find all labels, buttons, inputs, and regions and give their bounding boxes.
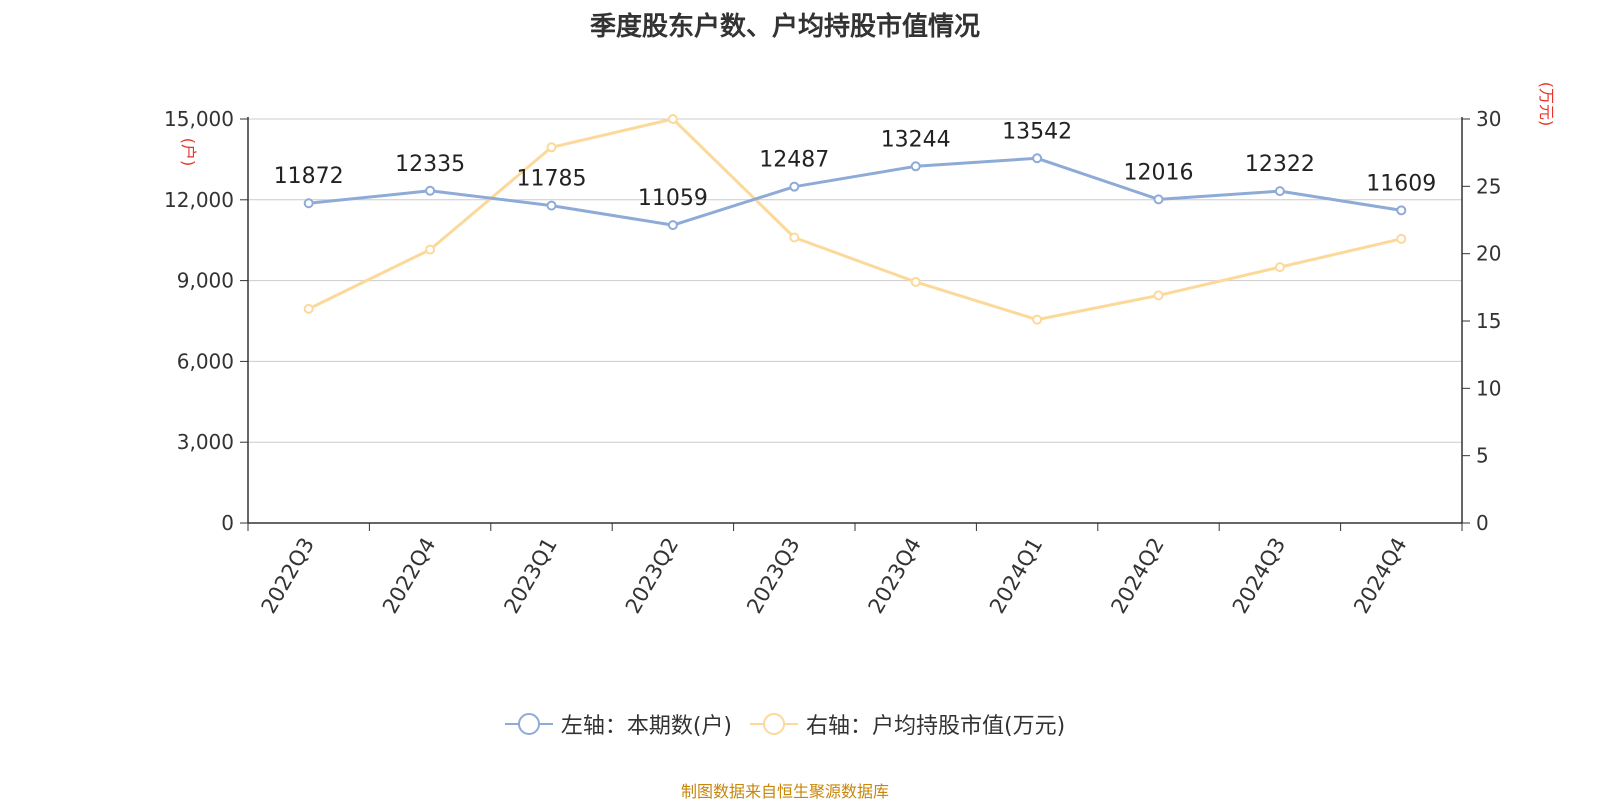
- x-axis-ticks: 2022Q3 2022Q4 2023Q1 2023Q2 2023Q3 2023Q4 2024…: [247, 523, 1463, 618]
- left-axis-ticks: 0 3,000 6,000 9,000 12,000 15,000: [164, 107, 248, 535]
- right-series-point: [1396, 233, 1407, 244]
- source-note: 制图数据来自恒生聚源数据库: [680, 782, 889, 801]
- x-tick-label: 2023Q2: [621, 534, 683, 618]
- left-tick-label: 15,000: [164, 107, 234, 131]
- right-series-point: [667, 114, 678, 124]
- right-tick-label: 0: [1476, 511, 1489, 535]
- right-tick-label: 20: [1476, 242, 1501, 266]
- legend-item-right[interactable]: 右轴：户均持股市值(万元): [750, 708, 1065, 740]
- legend-left-label: 左轴：本期数(户): [560, 714, 732, 739]
- left-series-point: [1274, 186, 1285, 197]
- left-series-point: [1032, 153, 1043, 164]
- legend: 左轴：本期数(户) 右轴：户均持股市值(万元): [0, 708, 1570, 740]
- right-axis-unit: (万元): [1537, 82, 1556, 127]
- right-series-point: [1274, 262, 1285, 273]
- data-label: 12335: [395, 152, 465, 177]
- data-label: 11609: [1366, 171, 1436, 196]
- right-series-line: [308, 117, 1402, 322]
- left-axis-unit: (户): [179, 138, 198, 167]
- x-tick-label: 2024Q2: [1106, 534, 1168, 618]
- legend-item-left[interactable]: 左轴：本期数(户): [504, 708, 732, 740]
- right-tick-label: 5: [1476, 444, 1489, 468]
- right-tick-label: 15: [1476, 309, 1501, 333]
- right-axis-ticks: 0 5 10 15 20 25 30: [1462, 107, 1501, 535]
- data-label: 13244: [881, 127, 951, 152]
- left-tick-label: 9,000: [177, 269, 234, 293]
- data-label: 11059: [638, 186, 708, 211]
- chart-title: 季度股东户数、户均持股市值情况: [589, 12, 980, 42]
- data-label: 12016: [1124, 160, 1194, 185]
- data-points: [303, 114, 1407, 325]
- right-series-point: [1032, 314, 1043, 325]
- right-tick-label: 10: [1476, 376, 1501, 400]
- left-series-point: [789, 181, 800, 192]
- data-labels: 11872 12335 11785 11059 12487 13244 13542 12016…: [274, 119, 1437, 211]
- x-tick-label: 2023Q4: [864, 534, 926, 618]
- data-label: 12322: [1245, 152, 1315, 177]
- right-series-point: [1153, 290, 1164, 301]
- right-series-point: [425, 244, 436, 255]
- legend-right-label: 右轴：户均持股市值(万元): [806, 714, 1066, 739]
- left-series-point: [667, 220, 678, 231]
- x-tick-label: 2023Q1: [499, 534, 561, 618]
- left-tick-label: 6,000: [177, 349, 234, 373]
- right-series-point: [910, 276, 921, 287]
- data-label: 13542: [1002, 119, 1072, 144]
- left-series-point: [546, 200, 557, 211]
- chart-area: 0 3,000 6,000 9,000 12,000 15,000 0 5 10 15 20 25 3…: [164, 82, 1556, 618]
- left-tick-label: 12,000: [164, 188, 234, 212]
- x-tick-label: 2023Q3: [742, 534, 804, 618]
- legend-right-marker-icon: [750, 713, 798, 735]
- left-series-point: [910, 161, 921, 172]
- left-series-point: [1153, 194, 1164, 205]
- right-series-point: [546, 142, 557, 153]
- left-series-point: [303, 198, 314, 209]
- x-tick-label: 2022Q3: [257, 534, 319, 618]
- left-series-point: [425, 185, 436, 196]
- right-series-point: [789, 232, 800, 243]
- legend-left-marker-icon: [504, 713, 553, 735]
- right-series-point: [303, 303, 314, 314]
- series-lines: [308, 117, 1402, 322]
- x-tick-label: 2024Q1: [985, 534, 1047, 618]
- left-tick-label: 3,000: [177, 430, 234, 454]
- left-tick-label: 0: [221, 511, 234, 535]
- x-tick-label: 2024Q4: [1349, 534, 1411, 618]
- right-tick-label: 30: [1476, 107, 1501, 131]
- left-series-point: [1396, 205, 1407, 216]
- data-label: 11872: [274, 164, 344, 189]
- grid-lines: [248, 118, 1462, 443]
- left-series-line: [308, 156, 1402, 227]
- x-tick-label: 2022Q4: [378, 534, 440, 618]
- data-label: 11785: [517, 167, 587, 192]
- right-tick-label: 25: [1476, 174, 1501, 198]
- x-tick-label: 2024Q3: [1228, 534, 1290, 618]
- data-label: 12487: [759, 148, 829, 173]
